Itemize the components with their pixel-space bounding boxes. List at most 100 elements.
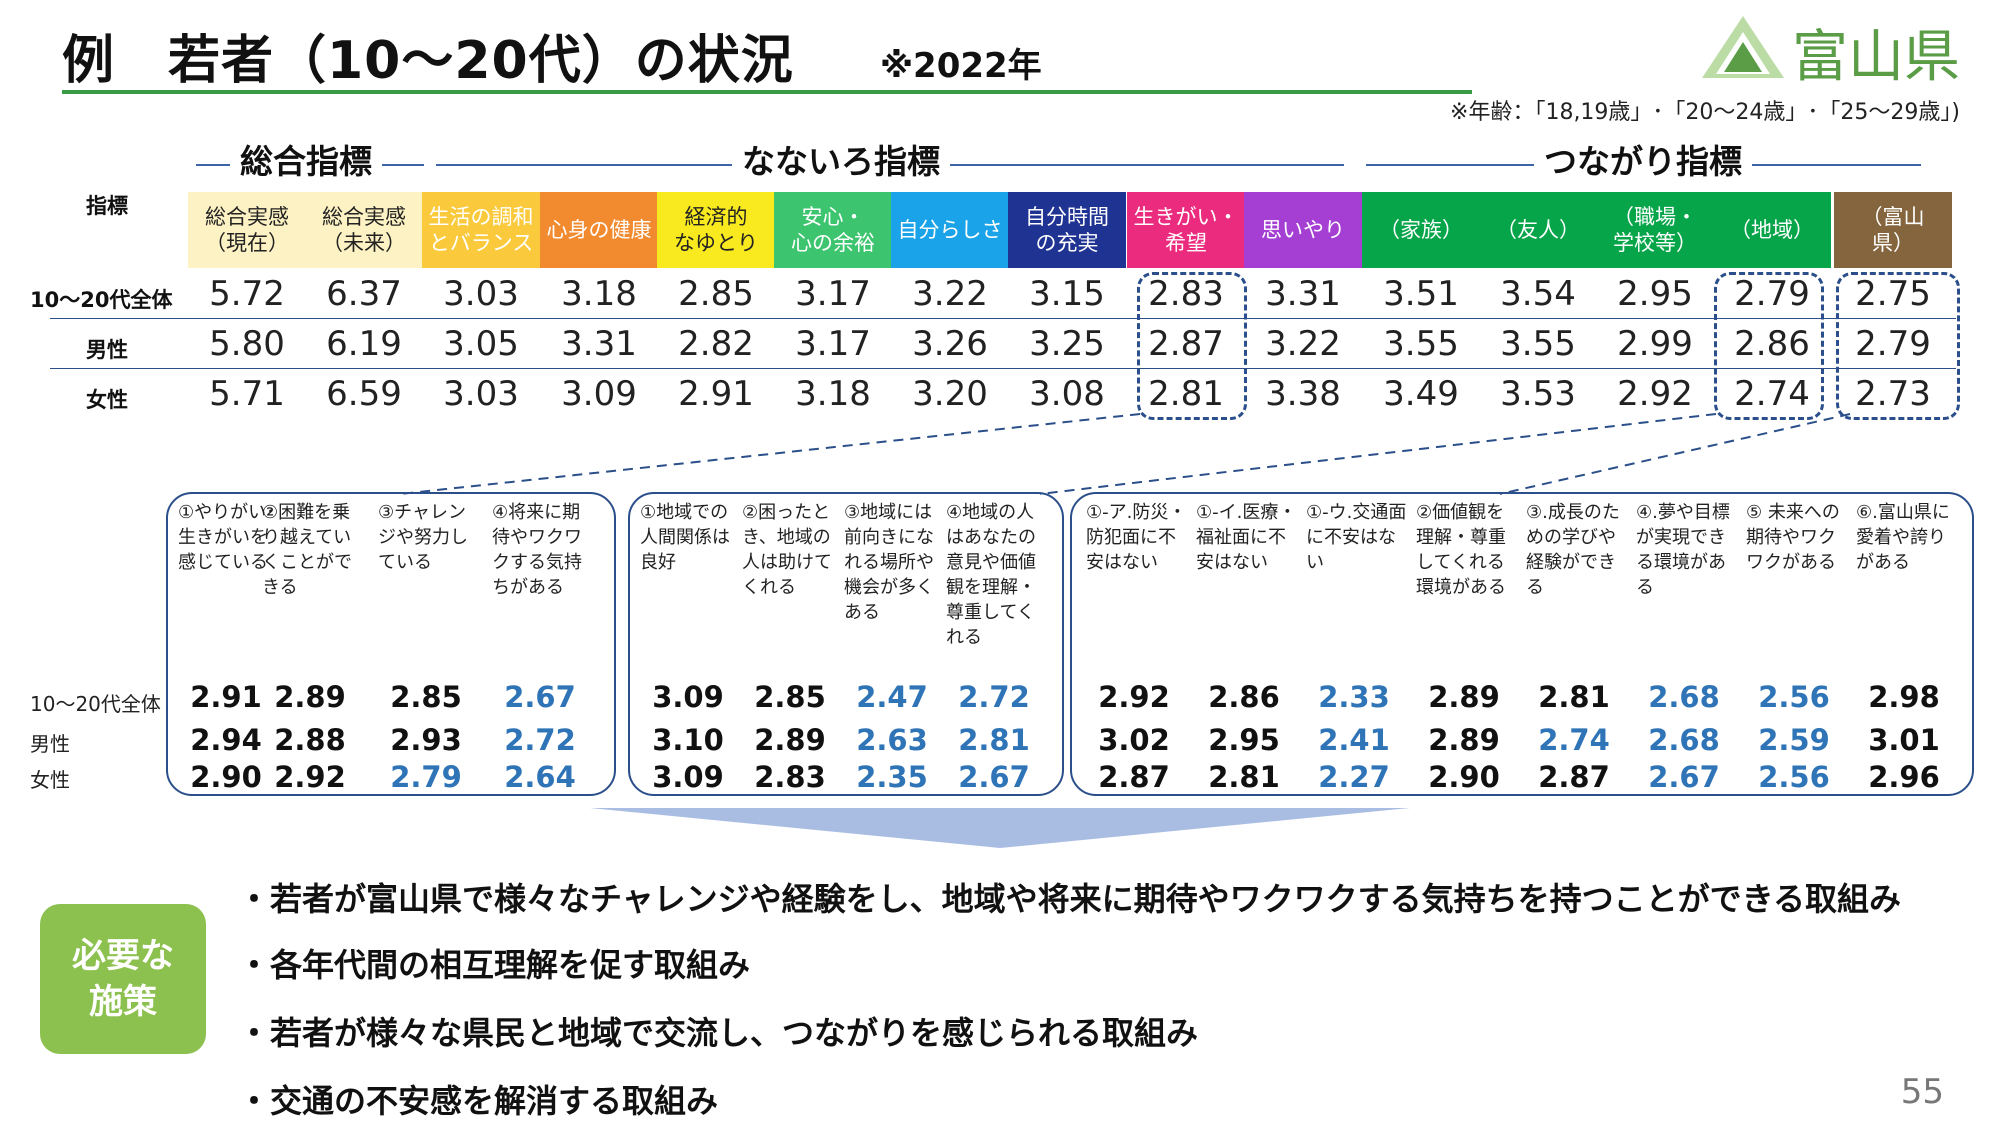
survey-item-label: ②価値観を理解・尊重してくれる環境がある: [1416, 502, 1506, 598]
indicator-value: 2.92: [1617, 374, 1693, 414]
indicator-header-cell: 安心・ 心の余裕: [774, 192, 892, 268]
survey-item-label: ②困ったとき、地域の人は助けてくれる: [742, 502, 832, 598]
indicator-value: 3.08: [1029, 374, 1105, 414]
indicator-value: 3.31: [1265, 274, 1341, 314]
highlight-box-chiiki: [1714, 272, 1824, 420]
indicator-value: 3.17: [795, 274, 871, 314]
indicator-value: 2.79: [1855, 324, 1931, 364]
indicator-header-cell: （友人）: [1479, 192, 1597, 268]
survey-value: 2.89: [1428, 680, 1500, 714]
indicator-value: 3.31: [561, 324, 637, 364]
group-title-nanairo: なないろ指標: [732, 142, 950, 182]
survey-value: 2.92: [1098, 680, 1170, 714]
survey-item-label: ⑥.富山県に愛着や誇りがある: [1856, 502, 1950, 573]
indicator-value: 3.55: [1383, 324, 1459, 364]
detail-panel-challenge: [166, 492, 616, 796]
indicator-value: 5.71: [209, 374, 285, 414]
survey-value: 2.98: [1868, 680, 1940, 714]
indicator-header-cell: （家族）: [1362, 192, 1480, 268]
survey-value: 2.90: [190, 760, 262, 794]
detail-panel-community: [628, 492, 1064, 796]
toyama-logo: 富山県: [1700, 12, 1968, 90]
indicator-value: 2.75: [1855, 274, 1931, 314]
row-label: 10～20代全体: [30, 288, 173, 312]
measures-label-line1: 必要な: [72, 936, 174, 976]
survey-value: 2.68: [1648, 723, 1720, 757]
survey-value: 2.67: [1648, 760, 1720, 794]
survey-value: 2.67: [504, 680, 576, 714]
group-title-tsunagari: つながり指標: [1534, 142, 1752, 182]
indicator-value: 3.38: [1265, 374, 1341, 414]
indicator-header-cell: 思いやり: [1244, 192, 1362, 268]
measure-item: ・各年代間の相互理解を促す取組み: [238, 946, 751, 984]
survey-item-label: ⑤ 未来への期待やワクワクがある: [1746, 502, 1840, 573]
highlight-box-toyama: [1836, 272, 1960, 420]
survey-item-label: ①やりがい･生きがいを感じている: [178, 502, 276, 573]
indicator-value: 3.51: [1383, 274, 1459, 314]
page-subtitle: ※2022年: [880, 46, 1042, 86]
indicator-value: 2.81: [1148, 374, 1224, 414]
indicator-value: 2.82: [678, 324, 754, 364]
indicator-header-cell: 総合実感 （現在）: [188, 192, 306, 268]
indicator-value: 3.54: [1500, 274, 1576, 314]
survey-value: 2.74: [1538, 723, 1610, 757]
indicator-value: 3.05: [443, 324, 519, 364]
measures-badge: 必要な 施策: [40, 904, 206, 1054]
indicator-value: 3.15: [1029, 274, 1105, 314]
survey-value: 2.79: [390, 760, 462, 794]
indicator-header-cell: 自分らしさ: [891, 192, 1009, 268]
survey-value: 2.87: [1098, 760, 1170, 794]
row-label: 男性: [86, 338, 128, 362]
survey-value: 2.63: [856, 723, 928, 757]
survey-value: 2.81: [1208, 760, 1280, 794]
group-title-overall: 総合指標: [230, 142, 382, 182]
indicator-value: 2.99: [1617, 324, 1693, 364]
indicator-value: 5.72: [209, 274, 285, 314]
indicator-value: 3.55: [1500, 324, 1576, 364]
survey-value: 2.33: [1318, 680, 1390, 714]
panel-row-label: 男性: [30, 732, 70, 756]
page-number: 55: [1900, 1072, 1944, 1112]
measures-label-line2: 施策: [89, 982, 157, 1022]
indicator-value: 2.86: [1734, 324, 1810, 364]
survey-value: 2.64: [504, 760, 576, 794]
survey-value: 3.09: [652, 680, 724, 714]
survey-value: 2.27: [1318, 760, 1390, 794]
survey-item-label: ①-ア.防災・防犯面に不安はない: [1086, 502, 1187, 573]
survey-item-label: ④.夢や目標が実現できる環境がある: [1636, 502, 1730, 598]
indicator-header-cell: （地域）: [1713, 192, 1831, 268]
logo-text: 富山県: [1792, 25, 1960, 90]
survey-value: 2.68: [1648, 680, 1720, 714]
indicator-value: 3.22: [912, 274, 988, 314]
survey-item-label: ④地域の人はあなたの意見や価値観を理解・尊重してくれる: [946, 502, 1036, 648]
survey-value: 3.10: [652, 723, 724, 757]
survey-value: 2.83: [754, 760, 826, 794]
row-header-label: 指標: [86, 194, 128, 218]
indicator-header-cell: 生活の調和 とバランス: [422, 192, 540, 268]
indicator-value: 3.03: [443, 374, 519, 414]
survey-value: 2.89: [1428, 723, 1500, 757]
measure-item: ・交通の不安感を解消する取組み: [238, 1082, 719, 1120]
row-divider: [50, 318, 1956, 319]
indicator-value: 3.17: [795, 324, 871, 364]
indicator-header-cell: （職場・ 学校等）: [1596, 192, 1714, 268]
survey-value: 2.94: [190, 723, 262, 757]
survey-value: 2.86: [1208, 680, 1280, 714]
survey-value: 2.67: [958, 760, 1030, 794]
indicator-value: 2.91: [678, 374, 754, 414]
survey-item-label: ③.成長のための学びや経験ができる: [1526, 502, 1620, 598]
indicator-value: 2.87: [1148, 324, 1224, 364]
indicator-value: 6.37: [326, 274, 402, 314]
indicator-value: 6.19: [326, 324, 402, 364]
survey-value: 3.09: [652, 760, 724, 794]
survey-value: 2.81: [958, 723, 1030, 757]
survey-value: 2.89: [274, 680, 346, 714]
survey-value: 2.85: [754, 680, 826, 714]
survey-value: 2.41: [1318, 723, 1390, 757]
indicator-value: 2.73: [1855, 374, 1931, 414]
measure-item: ・若者が富山県で様々なチャレンジや経験をし、地域や将来に期待やワクワクする気持ち…: [238, 880, 1902, 918]
indicator-header-cell: 自分時間 の充実: [1008, 192, 1126, 268]
survey-item-label: ④将来に期待やワクワクする気持ちがある: [492, 502, 582, 598]
indicator-value: 2.79: [1734, 274, 1810, 314]
survey-value: 2.85: [390, 680, 462, 714]
